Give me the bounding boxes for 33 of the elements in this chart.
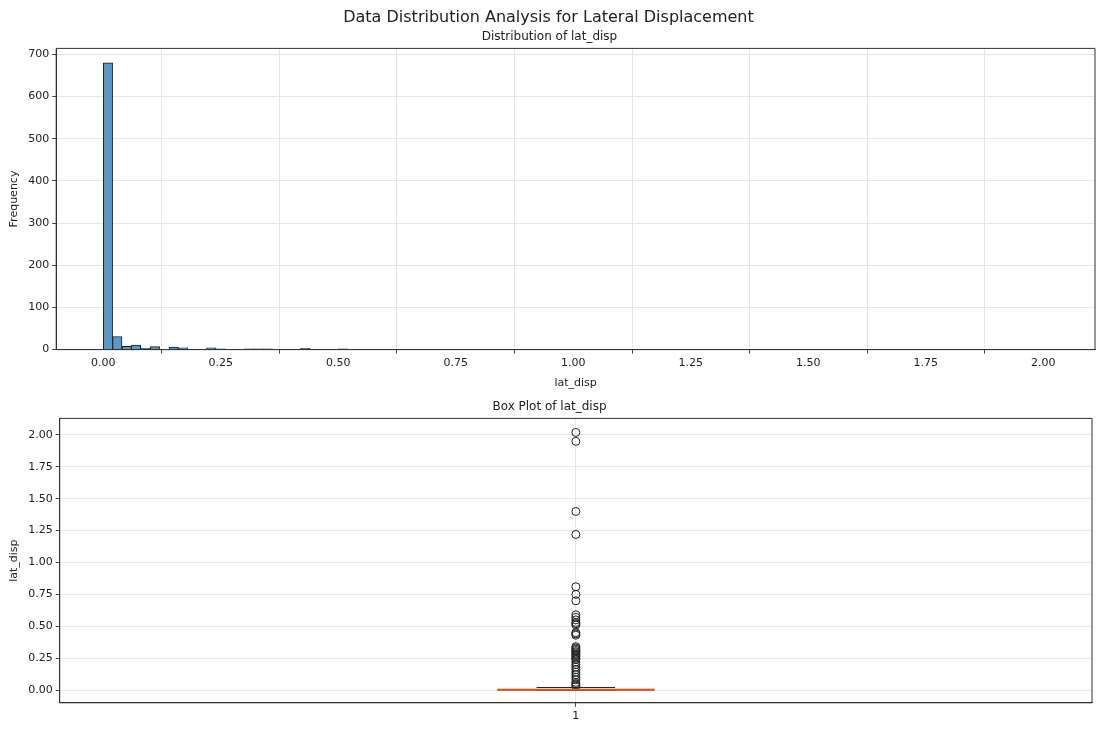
x-tick-label: 1.75: [913, 356, 939, 370]
x-tick-label: 0.00: [90, 356, 116, 370]
y-axis-title: lat_disp: [7, 539, 21, 582]
y-tick-label: 600: [28, 89, 50, 103]
y-tick-label: 100: [28, 300, 50, 314]
y-tick-label: 500: [28, 131, 50, 145]
y-tick-label: 0.00: [28, 682, 53, 696]
x-tick-label: 1.00: [561, 356, 586, 370]
x-tick-label: 1.25: [678, 356, 704, 370]
x-tick-label: 0.50: [325, 356, 351, 370]
chart-subtitle: Distribution of lat_disp: [481, 29, 618, 44]
chart-title: Box Plot of lat_disp: [492, 399, 607, 414]
y-tick-label: 1.50: [28, 491, 53, 505]
y-tick-label: 200: [28, 258, 50, 272]
y-tick-label: 0.75: [28, 587, 53, 601]
x-tick-label: 0.75: [443, 356, 468, 370]
y-tick-label: 0.50: [28, 619, 53, 633]
y-tick-label: 700: [28, 47, 50, 61]
x-axis-title: lat_disp: [554, 376, 597, 390]
y-tick-label: 1.00: [28, 555, 53, 569]
y-axis-title: Frequency: [7, 170, 21, 228]
y-tick-label: 2.00: [28, 427, 53, 441]
x-tick-label: 0.25: [208, 356, 233, 370]
y-tick-label: 1.75: [28, 459, 53, 473]
chart-title: Data Distribution Analysis for Lateral Displacement: [342, 6, 755, 28]
y-tick-label: 0.25: [28, 651, 53, 665]
y-tick-label: 400: [28, 173, 50, 187]
y-tick-label: 300: [28, 215, 50, 229]
x-tick-label: 1: [572, 709, 580, 723]
y-tick-label: 0: [42, 342, 50, 356]
y-tick-label: 1.25: [28, 523, 53, 537]
x-tick-label: 2.00: [1031, 356, 1056, 370]
x-tick-label: 1.50: [796, 356, 821, 370]
